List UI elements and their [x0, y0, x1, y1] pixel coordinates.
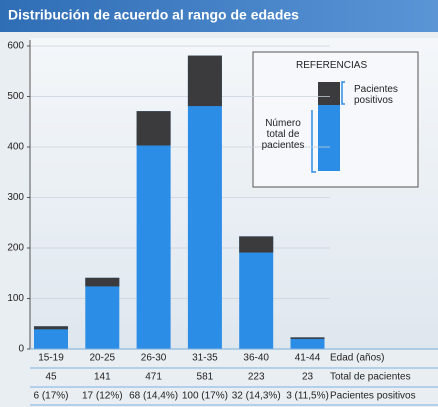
table-total: 223: [248, 372, 265, 383]
title-bar: [0, 0, 438, 32]
table-total: 471: [145, 372, 162, 383]
legend-title: REFERENCIAS: [296, 60, 368, 71]
table-positive: 17 (12%): [82, 391, 123, 402]
table-positive: 3 (11,5%): [286, 391, 329, 402]
legend-label: Número total de pacientes: [261, 118, 305, 151]
bar-segment-positive: [136, 111, 171, 146]
bar: [34, 326, 68, 349]
x-tick-label: 36-40: [243, 353, 269, 364]
x-tick-label: 15-19: [38, 353, 64, 364]
table-positive: 6 (17%): [33, 391, 68, 402]
table-total: 141: [94, 372, 111, 383]
legend-swatch-total: [318, 105, 340, 171]
table-total: 581: [197, 372, 214, 383]
y-tick-label: 500: [7, 91, 24, 102]
bar: [85, 277, 120, 349]
bar-segment-positive: [290, 337, 325, 339]
bar: [239, 236, 274, 349]
y-tick-label: 100: [7, 293, 24, 304]
bar-segment-positive: [85, 277, 120, 287]
table-total: 23: [302, 372, 314, 383]
y-tick-label: 600: [7, 41, 24, 52]
table-row-label: Total de pacientes: [330, 372, 411, 383]
legend-label: Pacientes positivos: [354, 84, 398, 106]
x-tick-label: 31-35: [192, 353, 218, 364]
table-positive: 68 (14,4%): [129, 391, 178, 402]
legend-swatch-positive: [318, 82, 340, 105]
legend-bracket: [311, 81, 345, 173]
x-tick-label: 26-30: [141, 353, 167, 364]
table-row-label: Pacientes positivos: [330, 391, 416, 402]
table-row-label: Edad (años): [330, 353, 384, 364]
table-positive: 32 (14,3%): [232, 391, 281, 402]
bar-segment-positive: [239, 236, 274, 253]
y-tick-label: 0: [18, 344, 24, 355]
bar: [136, 111, 171, 350]
bar-segment-positive: [187, 55, 222, 107]
chart-title: Distribución de acuerdo al rango de edad…: [8, 7, 299, 23]
bar-segment-positive: [34, 326, 68, 330]
y-tick-label: 300: [7, 192, 24, 203]
x-tick-label: 41-44: [295, 353, 321, 364]
table-positive: 100 (17%): [182, 391, 228, 402]
x-tick-label: 20-25: [90, 353, 116, 364]
y-tick-label: 400: [7, 142, 24, 153]
y-tick-label: 200: [7, 243, 24, 254]
bar: [290, 337, 325, 349]
table-total: 45: [45, 372, 57, 383]
